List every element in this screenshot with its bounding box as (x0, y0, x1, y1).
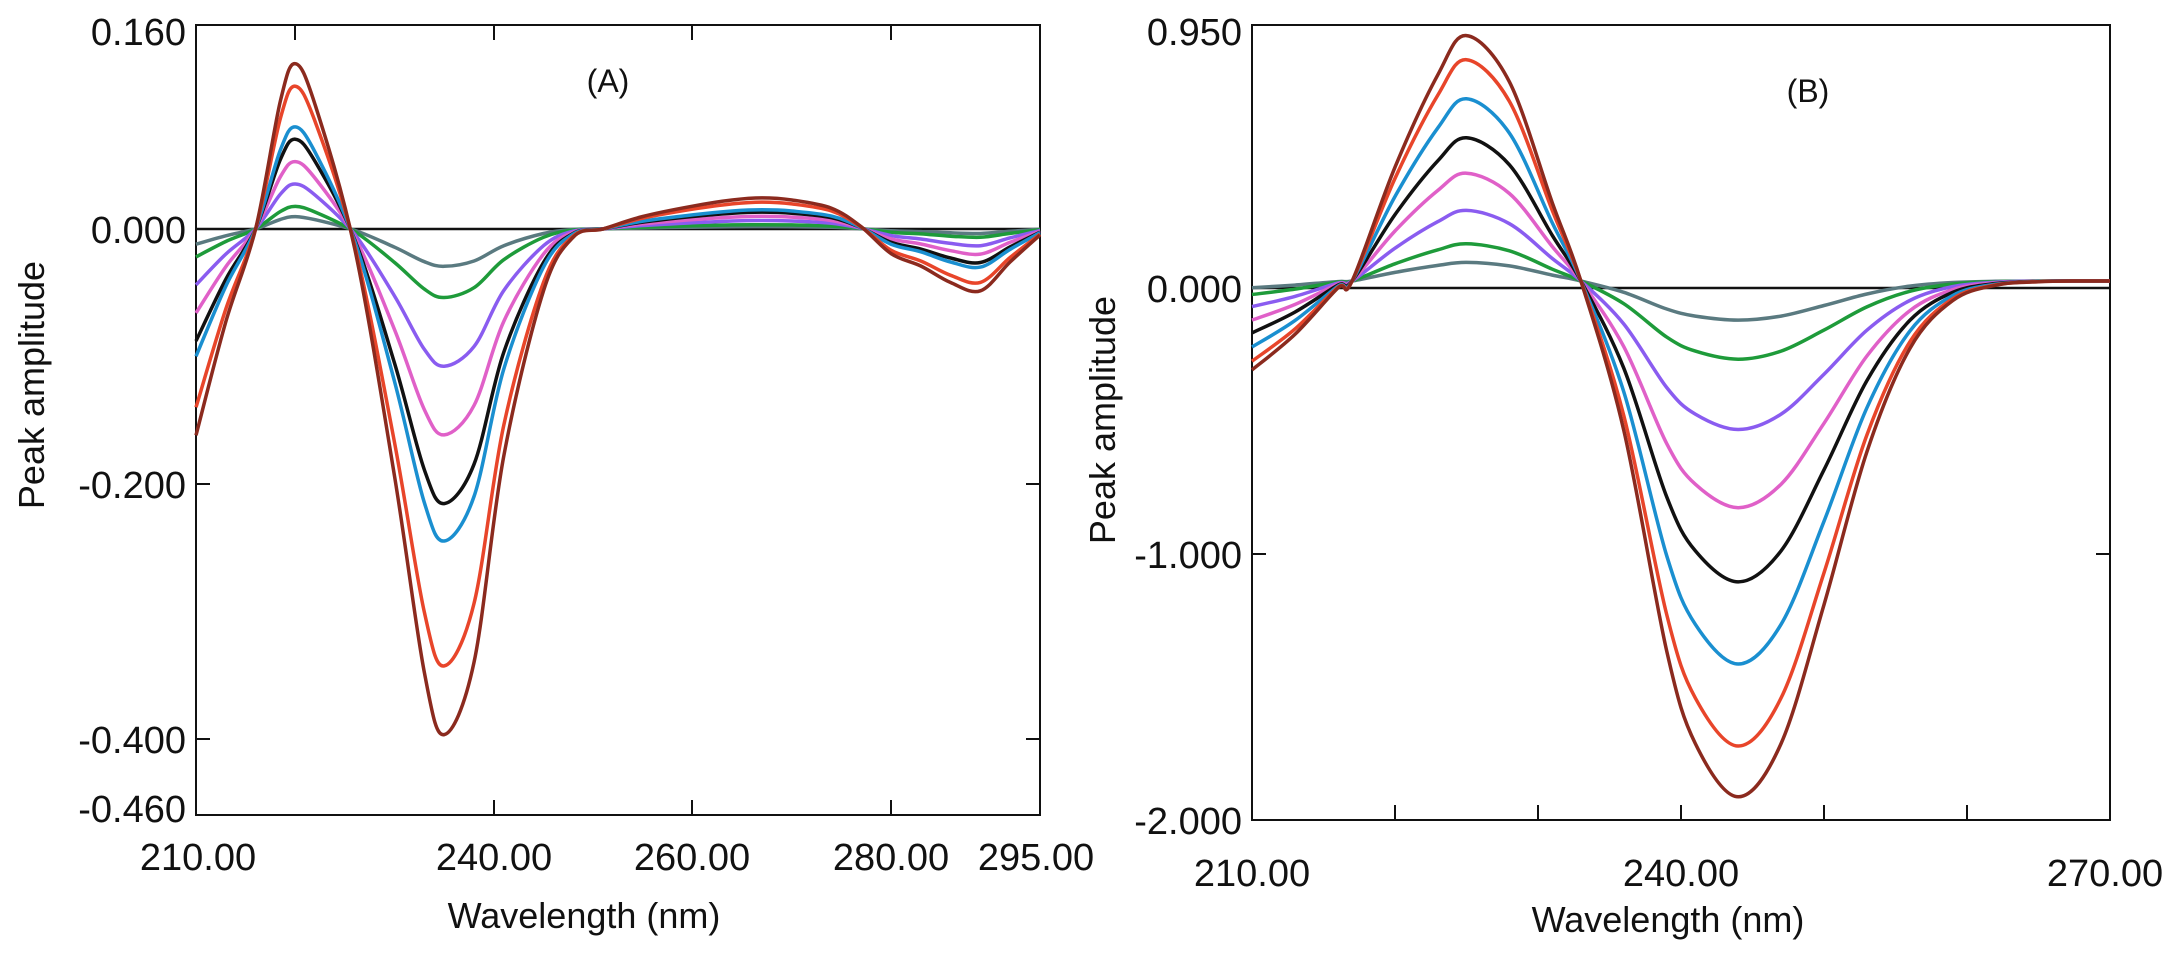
series-group-a (194, 61, 1042, 737)
y-tick-label: 0.000 (1147, 269, 1242, 311)
x-tick-label: 280.00 (833, 837, 949, 879)
x-tick-label: 295.00 (978, 837, 1094, 879)
x-tick-label: 210.00 (140, 837, 256, 879)
x-tick-label: 210.00 (1194, 853, 1310, 895)
panel-label-b: (B) (1787, 73, 1830, 109)
y-tick-label: -0.400 (78, 720, 186, 762)
series-line-b-c3 (1251, 208, 2110, 432)
y-tick-label: -0.200 (78, 465, 186, 507)
y-tick-label: -2.000 (1134, 801, 1242, 843)
y-ticks-a (196, 24, 1040, 740)
y-ticks-b (1252, 24, 2110, 821)
x-axis-title-a: Wavelength (nm) (448, 895, 721, 936)
x-tick-label: 240.00 (436, 837, 552, 879)
x-ticks-a (195, 25, 1041, 815)
x-tick-label: 270.00 (2047, 853, 2163, 895)
y-tick-label: 0.160 (91, 12, 186, 54)
plot-frame-a (195, 24, 1041, 816)
chart-panel-a: 210.00 240.00 260.00 280.00 295.00 0.160… (11, 12, 1094, 936)
series-line-b-c4 (1251, 171, 2110, 510)
series-line-a-c6 (194, 125, 1041, 543)
series-line-a-c3 (194, 182, 1041, 368)
series-line-a-c8 (194, 61, 1042, 737)
y-tick-label: 0.950 (1147, 12, 1242, 54)
y-tick-labels-b: 0.950 0.000 -1.000 -2.000 (1134, 12, 1242, 843)
x-ticks-b (1251, 805, 2111, 820)
series-line-b-c5 (1251, 136, 2111, 584)
y-tick-labels-a: 0.160 0.000 -0.200 -0.400 -0.460 (78, 12, 186, 831)
y-tick-label: -0.460 (78, 789, 186, 831)
x-tick-labels-a: 210.00 240.00 260.00 280.00 295.00 (140, 837, 1094, 879)
series-group-b (1250, 33, 2111, 799)
series-line-a-c5 (194, 137, 1041, 506)
series-line-b-c6 (1251, 97, 2111, 666)
x-axis-title-b: Wavelength (nm) (1532, 899, 1805, 940)
y-tick-label: 0.000 (91, 210, 186, 252)
x-tick-label: 260.00 (634, 837, 750, 879)
panel-label-a: (A) (587, 63, 630, 99)
y-tick-label: -1.000 (1134, 535, 1242, 577)
x-tick-label: 240.00 (1623, 853, 1739, 895)
chart-panel-b: 210.00 240.00 270.00 0.950 0.000 -1.000 … (1082, 12, 2163, 940)
series-line-a-c7 (194, 84, 1042, 668)
x-tick-labels-b: 210.00 240.00 270.00 (1194, 853, 2163, 895)
plot-frame-b (1251, 24, 2111, 821)
series-line-b-c8 (1250, 33, 2111, 799)
y-axis-title-a: Peak amplitude (11, 261, 52, 509)
y-axis-title-b: Peak amplitude (1082, 296, 1123, 544)
series-line-b-c7 (1250, 57, 2111, 748)
